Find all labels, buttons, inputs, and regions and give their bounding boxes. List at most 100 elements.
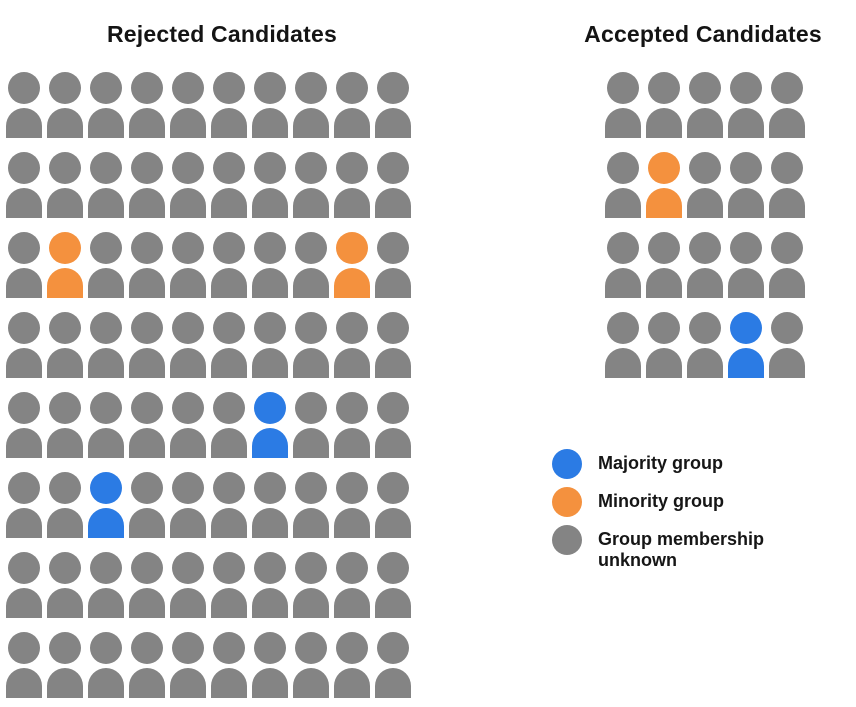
person-icon bbox=[88, 72, 124, 138]
person-icon bbox=[211, 552, 247, 618]
person-icon bbox=[252, 392, 288, 458]
person-icon bbox=[6, 72, 42, 138]
person-unknown bbox=[169, 72, 207, 138]
person-unknown bbox=[374, 552, 412, 618]
person-icon bbox=[252, 312, 288, 378]
person-unknown bbox=[374, 472, 412, 538]
person-icon bbox=[334, 632, 370, 698]
person-unknown bbox=[46, 392, 84, 458]
person-icon bbox=[6, 152, 42, 218]
person-unknown bbox=[128, 552, 166, 618]
person-unknown bbox=[210, 552, 248, 618]
person-unknown bbox=[374, 632, 412, 698]
person-icon bbox=[687, 152, 723, 218]
person-unknown bbox=[46, 72, 84, 138]
person-icon bbox=[293, 152, 329, 218]
person-icon bbox=[211, 312, 247, 378]
person-icon bbox=[211, 472, 247, 538]
person-icon bbox=[170, 232, 206, 298]
accepted-candidates-grid bbox=[604, 72, 806, 378]
person-unknown bbox=[333, 72, 371, 138]
person-unknown bbox=[5, 312, 43, 378]
person-icon bbox=[334, 72, 370, 138]
person-unknown bbox=[128, 312, 166, 378]
person-unknown bbox=[292, 312, 330, 378]
person-icon bbox=[88, 472, 124, 538]
person-unknown bbox=[686, 232, 724, 298]
person-icon bbox=[129, 152, 165, 218]
person-unknown bbox=[87, 152, 125, 218]
person-icon bbox=[375, 72, 411, 138]
person-icon bbox=[88, 392, 124, 458]
person-unknown bbox=[374, 312, 412, 378]
person-unknown bbox=[727, 232, 765, 298]
person-icon bbox=[88, 552, 124, 618]
person-unknown bbox=[727, 152, 765, 218]
person-icon bbox=[605, 312, 641, 378]
person-icon bbox=[375, 552, 411, 618]
person-unknown bbox=[87, 72, 125, 138]
person-unknown bbox=[251, 152, 289, 218]
legend-label-minority: Minority group bbox=[598, 491, 724, 511]
person-icon bbox=[334, 472, 370, 538]
person-unknown bbox=[128, 152, 166, 218]
person-icon bbox=[293, 232, 329, 298]
person-icon bbox=[293, 392, 329, 458]
legend-item-majority: Majority group bbox=[552, 449, 778, 479]
person-icon bbox=[646, 232, 682, 298]
person-icon bbox=[6, 392, 42, 458]
person-icon bbox=[293, 472, 329, 538]
person-unknown bbox=[292, 392, 330, 458]
person-icon bbox=[334, 152, 370, 218]
person-icon bbox=[47, 72, 83, 138]
person-unknown bbox=[768, 232, 806, 298]
person-majority bbox=[727, 312, 765, 378]
person-icon bbox=[88, 312, 124, 378]
person-icon bbox=[334, 232, 370, 298]
person-icon bbox=[728, 312, 764, 378]
person-unknown bbox=[210, 72, 248, 138]
person-icon bbox=[47, 232, 83, 298]
person-icon bbox=[293, 72, 329, 138]
person-majority bbox=[87, 472, 125, 538]
person-icon bbox=[211, 392, 247, 458]
person-icon bbox=[605, 72, 641, 138]
person-icon bbox=[605, 152, 641, 218]
person-unknown bbox=[46, 632, 84, 698]
person-icon bbox=[6, 472, 42, 538]
person-icon bbox=[129, 232, 165, 298]
person-unknown bbox=[210, 632, 248, 698]
person-unknown bbox=[645, 72, 683, 138]
person-unknown bbox=[686, 72, 724, 138]
person-unknown bbox=[686, 312, 724, 378]
person-unknown bbox=[169, 312, 207, 378]
person-unknown bbox=[128, 72, 166, 138]
person-unknown bbox=[251, 312, 289, 378]
person-icon bbox=[728, 232, 764, 298]
person-icon bbox=[252, 632, 288, 698]
person-unknown bbox=[333, 392, 371, 458]
person-icon bbox=[6, 552, 42, 618]
person-icon bbox=[252, 72, 288, 138]
person-unknown bbox=[333, 472, 371, 538]
person-unknown bbox=[210, 472, 248, 538]
person-unknown bbox=[374, 232, 412, 298]
person-unknown bbox=[128, 232, 166, 298]
person-unknown bbox=[374, 392, 412, 458]
person-unknown bbox=[128, 392, 166, 458]
person-icon bbox=[375, 472, 411, 538]
person-minority bbox=[46, 232, 84, 298]
person-icon bbox=[605, 232, 641, 298]
person-icon bbox=[47, 312, 83, 378]
person-unknown bbox=[604, 312, 642, 378]
person-unknown bbox=[251, 632, 289, 698]
person-icon bbox=[6, 312, 42, 378]
legend: Majority group Minority group Group member… bbox=[552, 449, 778, 571]
person-unknown bbox=[169, 632, 207, 698]
accepted-candidates-title: Accepted Candidates bbox=[584, 21, 822, 47]
person-icon bbox=[170, 72, 206, 138]
person-unknown bbox=[46, 552, 84, 618]
person-unknown bbox=[768, 152, 806, 218]
person-unknown bbox=[333, 152, 371, 218]
legend-label-majority: Majority group bbox=[598, 453, 723, 473]
